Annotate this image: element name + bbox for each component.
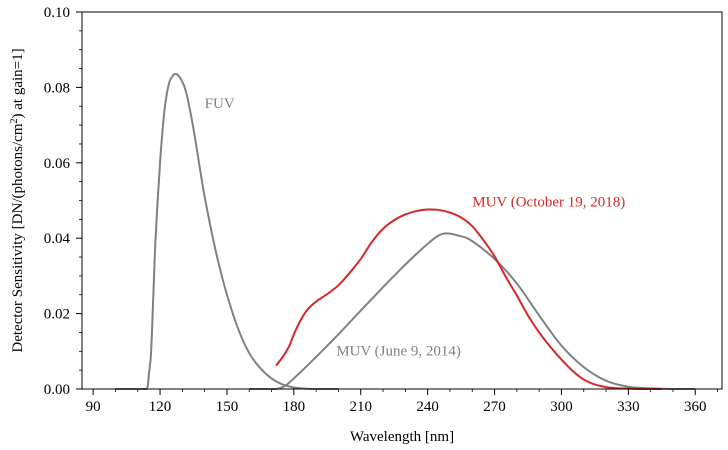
series-line-2 [275,208,662,390]
x-tick-label: 150 [216,399,239,415]
series-line-1 [249,232,696,390]
series-annotation: MUV (June 9, 2014) [336,344,461,360]
y-tick-label: 0.00 [44,382,70,398]
annotation-layer: FUV MUV (October 19, 2018) MUV (June 9, 20… [205,96,626,359]
series-annotation: FUV [205,96,235,112]
x-tick-label: 90 [86,399,101,415]
x-tick-label: 180 [283,399,306,415]
plot-frame [81,11,723,390]
x-tick-label: 240 [416,399,439,415]
x-tick-label: 120 [149,399,172,415]
series-line-0 [115,73,339,390]
x-tick-label: 270 [483,399,506,415]
y-axis-label-main: Detector Sensitivity [DN/(photons/cm [10,123,26,352]
series-annotation: MUV (October 19, 2018) [472,194,625,210]
x-tick-label: 300 [550,399,573,415]
y-tick-label: 0.08 [44,80,70,96]
y-tick-label: 0.02 [44,307,70,323]
ticks-layer: 90 120 150 180 210 240 270 300 330 360 0.00 0.02 0.0… [44,5,718,415]
y-tick-label: 0.06 [44,156,71,172]
y-axis-label-sup: 2 [9,118,20,123]
x-tick-label: 210 [349,399,372,415]
series-layer [115,73,696,390]
y-axis-label-end: ) at gain=1] [10,48,26,118]
x-axis-label: Wavelength [nm] [350,429,454,445]
y-tick-label: 0.10 [44,5,70,21]
y-tick-label: 0.04 [44,231,71,247]
y-axis-label: Detector Sensitivity [DN/(photons/cm2) a… [9,48,27,352]
x-tick-label: 360 [684,399,707,415]
x-tick-label: 330 [617,399,640,415]
